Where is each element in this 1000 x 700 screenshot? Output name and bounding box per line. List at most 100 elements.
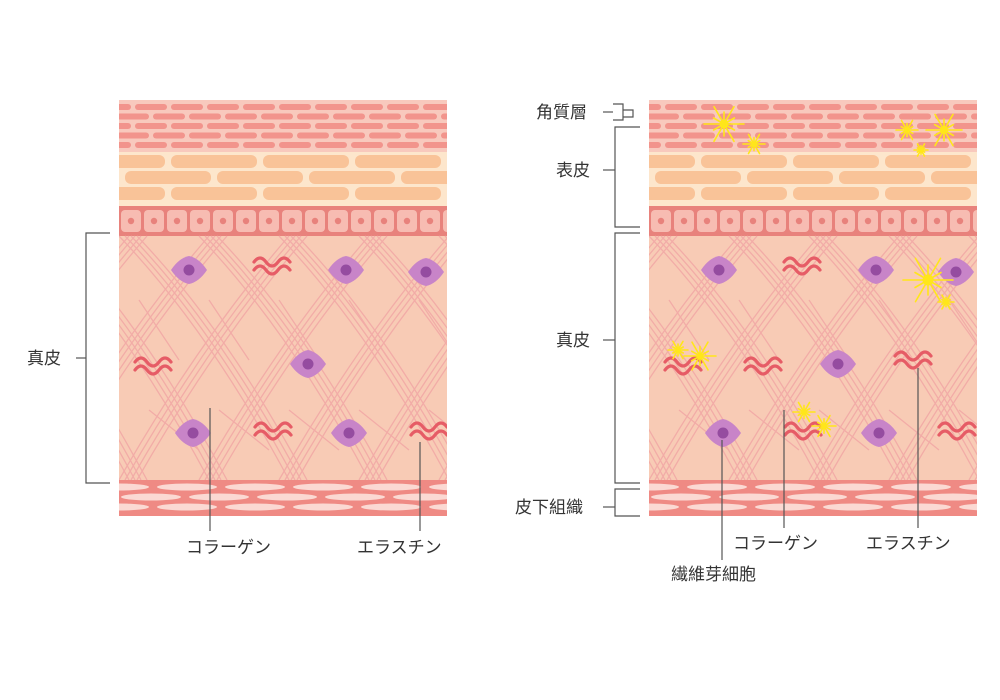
epidermis-cell	[263, 155, 349, 168]
collagen-fiber	[296, 235, 447, 445]
basal-nucleus	[910, 217, 918, 225]
fat-cell	[649, 503, 679, 511]
collagen-fiber	[906, 366, 977, 481]
collagen-fiber	[649, 235, 666, 256]
epidermis-cell	[747, 171, 833, 184]
collagen-fiber	[738, 299, 780, 361]
collagen-fiber-network	[119, 235, 627, 481]
fat-cell	[361, 503, 421, 511]
elastin-strand	[252, 256, 292, 268]
fat-cell	[119, 483, 149, 491]
collagen-fiber	[119, 438, 142, 481]
elastin-fiber	[743, 356, 783, 376]
collagen-fiber	[668, 299, 710, 361]
basal-nucleus	[288, 217, 296, 225]
collagen-fiber	[888, 409, 940, 451]
basal-nucleus	[864, 217, 872, 225]
collagen-fiber	[808, 299, 850, 361]
collagen-fiber	[948, 299, 977, 344]
collagen-fiber	[119, 460, 130, 481]
elastin-strand	[133, 356, 173, 368]
collagen-fiber	[444, 475, 447, 481]
horny-cell	[333, 132, 365, 139]
epidermis-cell	[119, 155, 165, 168]
collagen-fiber	[278, 235, 447, 478]
elastin-strand	[743, 356, 783, 368]
basal-nucleus	[841, 217, 849, 225]
basal-nucleus	[887, 217, 895, 225]
spark-core	[940, 126, 948, 134]
horny-cell	[809, 104, 841, 110]
fibroblast-nucleus	[832, 358, 844, 370]
basal-cell	[973, 210, 977, 232]
collagen-fiber	[418, 299, 447, 344]
collagen-fiber	[124, 235, 296, 481]
collagen-fiber	[987, 236, 1000, 480]
collagen-fiber	[820, 251, 977, 481]
collagen-fiber	[649, 428, 678, 481]
horny-cell	[845, 123, 877, 129]
collagen-fiber	[649, 235, 758, 381]
horny-cell	[387, 123, 419, 129]
epidermis-cell	[701, 155, 787, 168]
collagen-fiber	[427, 236, 597, 480]
fat-cell	[719, 493, 779, 501]
basal-nucleus	[311, 217, 319, 225]
spark-core	[675, 347, 681, 353]
epidermis-cell	[839, 171, 925, 184]
fat-cell	[755, 483, 815, 491]
basal-nucleus	[772, 217, 780, 225]
horny-cell	[279, 104, 311, 110]
fat-cell	[293, 483, 353, 491]
elastin-strand	[253, 421, 293, 433]
collagen-fiber	[119, 449, 136, 481]
fibroblast-nucleus	[187, 427, 199, 439]
elastin-strand	[743, 364, 783, 376]
collagen-fiber	[208, 299, 250, 361]
fibroblast-nucleus	[713, 264, 725, 276]
horny-cell	[423, 142, 447, 148]
horny-cell	[351, 123, 383, 129]
collagen-fiber	[878, 299, 920, 361]
horny-cell	[119, 132, 149, 139]
spark-core	[944, 300, 948, 304]
fat-cell	[157, 483, 217, 491]
horny-cell	[863, 113, 895, 120]
horny-cell	[899, 113, 931, 120]
fat-cell	[923, 493, 977, 501]
collagen-fiber	[427, 236, 597, 480]
collagen-fiber	[818, 409, 870, 451]
horny-cell	[135, 104, 167, 110]
epidermis-cell	[793, 187, 879, 200]
collagen-fiber	[119, 235, 290, 481]
spark-core	[904, 127, 910, 133]
collagen-fiber	[649, 235, 672, 264]
collagen-fiber	[136, 235, 308, 481]
horny-cell	[441, 132, 447, 139]
collagen-fiber	[457, 236, 627, 480]
basal-nucleus	[150, 217, 158, 225]
collagen-fiber	[284, 235, 447, 467]
collagen-fiber	[974, 475, 977, 481]
collagen-fiber	[278, 299, 320, 361]
spark-core	[821, 423, 827, 429]
epidermis-cell	[649, 155, 695, 168]
collagen-fiber	[428, 409, 447, 426]
fat-cell	[257, 493, 317, 501]
epidermis-cell	[701, 187, 787, 200]
horny-cell	[243, 123, 275, 129]
epidermis-cell	[309, 171, 395, 184]
horny-cell	[701, 104, 733, 110]
elastin-fiber	[133, 356, 173, 376]
fibroblast-nucleus	[870, 264, 882, 276]
collagen-fiber	[808, 235, 977, 478]
basal-nucleus	[380, 217, 388, 225]
horny-cell	[333, 113, 365, 120]
collagen-fiber	[981, 236, 1000, 480]
elastin-fiber	[783, 421, 823, 441]
collagen-fiber	[888, 235, 977, 346]
collagen-fiber	[348, 299, 390, 361]
collagen-fiber	[358, 409, 410, 451]
fat-cell	[649, 483, 679, 491]
basal-nucleus	[657, 217, 665, 225]
